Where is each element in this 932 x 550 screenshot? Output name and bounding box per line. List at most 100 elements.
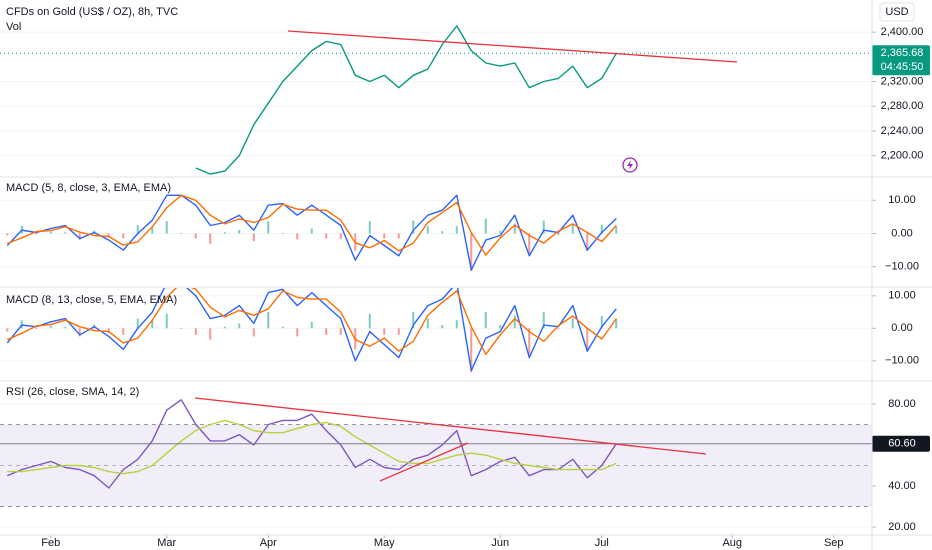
histogram-bar <box>412 220 415 234</box>
histogram-bar <box>64 326 67 329</box>
histogram-bar <box>252 328 255 337</box>
histogram-bar <box>122 233 125 239</box>
series-line <box>7 194 617 256</box>
histogram-bar <box>426 318 429 329</box>
y-tick-label: −10.00 <box>885 355 919 367</box>
y-tick-label: 2,200.00 <box>881 150 924 162</box>
histogram-bar <box>223 326 226 329</box>
last-value-box <box>872 45 930 76</box>
histogram-bar <box>281 232 284 234</box>
histogram-bar <box>209 328 212 340</box>
histogram-bar <box>238 323 241 329</box>
y-tick-label: 2,320.00 <box>881 75 924 87</box>
histogram-bar <box>484 312 487 329</box>
histogram-bar <box>122 328 125 335</box>
x-tick-label: Aug <box>722 537 742 549</box>
histogram-bar <box>107 233 110 238</box>
histogram-bar <box>368 313 371 329</box>
histogram-bar <box>484 218 487 234</box>
histogram-bar <box>136 225 139 234</box>
histogram-bar <box>513 223 516 234</box>
histogram-bar <box>49 231 52 234</box>
y-tick-label: 40.00 <box>888 480 916 492</box>
series-line <box>7 399 617 489</box>
histogram-bar <box>339 233 342 239</box>
histogram-bar <box>252 233 255 242</box>
x-tick-label: Mar <box>157 537 176 549</box>
histogram-bar <box>78 328 81 337</box>
histogram-bar <box>107 328 110 334</box>
histogram-bar <box>542 312 545 329</box>
histogram-bar <box>35 233 38 235</box>
pane <box>0 399 872 528</box>
histogram-bar <box>20 320 23 329</box>
layers: 2,200.00 2,240.00 2,280.00 2,320.00 2,400.00… <box>0 25 930 549</box>
currency-label: USD <box>885 6 908 18</box>
series-line <box>7 288 617 355</box>
histogram-bar <box>209 233 212 244</box>
histogram-bar <box>528 328 531 355</box>
histogram-bar <box>6 233 9 236</box>
trend-line <box>194 397 707 455</box>
histogram-bar <box>6 328 9 332</box>
histogram-bar <box>281 326 284 329</box>
histogram-bar <box>267 221 270 234</box>
histogram-bar <box>49 325 52 329</box>
histogram-bar <box>557 233 560 235</box>
histogram-bar <box>397 328 400 335</box>
histogram-bar <box>325 233 328 239</box>
histogram-bar <box>238 229 241 234</box>
pane <box>0 288 872 373</box>
currency-box[interactable] <box>879 2 915 22</box>
histogram-bar <box>528 233 531 254</box>
y-tick-label: 2,400.00 <box>881 26 924 38</box>
histogram-bar <box>383 328 386 335</box>
pane-title: MACD (8, 13, close, 5, EMA, EMA) <box>6 294 177 306</box>
histogram-bar <box>499 325 502 329</box>
histogram-bar <box>455 226 458 234</box>
histogram-bar <box>35 328 38 329</box>
histogram-bar <box>586 233 589 252</box>
histogram-bar <box>499 231 502 234</box>
histogram-bar <box>267 312 270 329</box>
histogram-bar <box>180 233 183 234</box>
histogram-bar <box>557 328 560 330</box>
histogram-bar <box>180 328 183 329</box>
histogram-bar <box>615 226 618 234</box>
histogram-bar <box>441 231 444 234</box>
volume-label: Vol <box>6 21 21 33</box>
histogram-bar <box>470 328 473 373</box>
series-line <box>6 194 617 271</box>
histogram-bar <box>64 232 67 234</box>
histogram-bar <box>600 315 603 329</box>
x-tick-label: Feb <box>41 537 60 549</box>
histogram-bar <box>397 233 400 239</box>
last-value-label: 60.60 <box>888 438 916 450</box>
histogram-bar <box>383 233 386 239</box>
y-tick-label: 10.00 <box>888 290 916 302</box>
series-line <box>6 288 617 372</box>
y-tick-label: −10.00 <box>885 261 919 273</box>
histogram-bar <box>223 232 226 234</box>
histogram-bar <box>151 320 154 329</box>
histogram-bar <box>194 328 197 335</box>
histogram-bar <box>513 315 516 329</box>
last-value-box <box>872 435 930 452</box>
y-tick-label: 2,240.00 <box>881 125 924 137</box>
histogram-bar <box>136 318 139 329</box>
pane <box>0 194 872 272</box>
series-line <box>195 25 617 175</box>
histogram-bar <box>151 226 154 234</box>
last-value-label: 2,365.68 <box>881 47 924 59</box>
y-tick-label: 80.00 <box>888 398 916 410</box>
series-line <box>7 419 617 475</box>
countdown-label: 04:45:50 <box>881 61 924 73</box>
histogram-bar <box>600 224 603 234</box>
y-tick-label: 0.00 <box>891 227 912 239</box>
histogram-bar <box>194 233 197 239</box>
trend-line <box>287 30 738 63</box>
alert-icon[interactable] <box>622 157 638 173</box>
y-tick-label: 0.00 <box>891 322 912 334</box>
x-tick-label: Sep <box>824 537 844 549</box>
